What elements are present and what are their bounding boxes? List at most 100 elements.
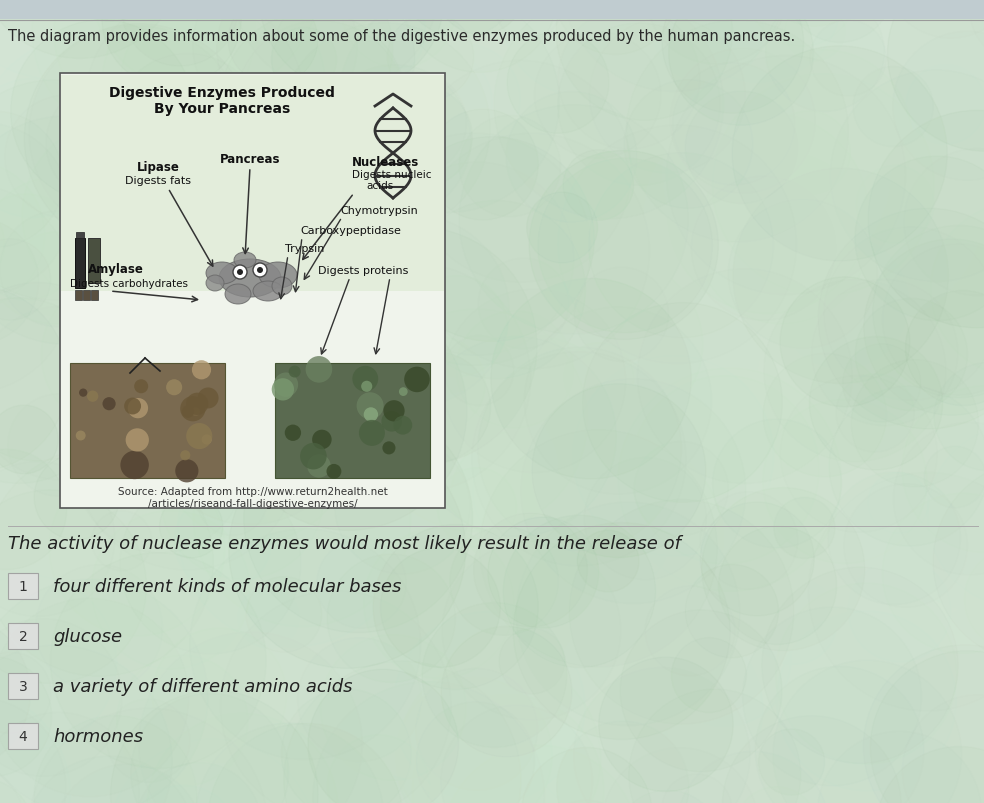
Bar	[75, 291, 82, 300]
Circle shape	[228, 0, 318, 86]
Text: Lipase: Lipase	[137, 161, 179, 173]
Circle shape	[11, 21, 194, 204]
Text: Carboxypeptidase: Carboxypeptidase	[300, 226, 400, 236]
Circle shape	[226, 237, 431, 441]
FancyBboxPatch shape	[8, 623, 38, 649]
FancyBboxPatch shape	[8, 573, 38, 599]
Circle shape	[192, 361, 212, 380]
Circle shape	[274, 373, 298, 397]
Circle shape	[732, 47, 948, 262]
Circle shape	[830, 386, 984, 546]
Circle shape	[712, 419, 841, 548]
Circle shape	[395, 391, 558, 555]
Circle shape	[397, 678, 552, 803]
Circle shape	[776, 237, 908, 369]
Bar	[76, 233, 84, 238]
Circle shape	[202, 435, 212, 445]
Circle shape	[237, 270, 243, 275]
Text: Chymotrypsin: Chymotrypsin	[340, 206, 418, 216]
Text: Digests carbohydrates: Digests carbohydrates	[70, 279, 188, 288]
Circle shape	[90, 0, 320, 96]
Circle shape	[662, 59, 891, 287]
Circle shape	[931, 203, 984, 377]
Circle shape	[0, 575, 116, 750]
FancyBboxPatch shape	[8, 673, 38, 699]
Circle shape	[776, 611, 956, 791]
Circle shape	[43, 524, 130, 609]
Circle shape	[780, 278, 910, 407]
Circle shape	[194, 410, 410, 627]
Circle shape	[229, 294, 467, 531]
Circle shape	[102, 397, 116, 411]
Circle shape	[359, 421, 385, 446]
Circle shape	[578, 531, 639, 592]
Circle shape	[763, 400, 927, 564]
Ellipse shape	[219, 259, 281, 298]
Circle shape	[257, 267, 263, 274]
Circle shape	[186, 423, 213, 450]
Circle shape	[624, 80, 753, 209]
Bar	[83, 291, 90, 300]
Text: 2: 2	[19, 630, 28, 643]
Circle shape	[517, 503, 740, 726]
Circle shape	[0, 697, 66, 803]
Circle shape	[23, 120, 215, 312]
Circle shape	[830, 71, 984, 282]
Circle shape	[685, 565, 778, 658]
Circle shape	[318, 216, 509, 407]
Ellipse shape	[206, 275, 224, 291]
Circle shape	[41, 279, 193, 431]
Text: Trypsin: Trypsin	[285, 243, 325, 254]
Circle shape	[134, 380, 149, 393]
Circle shape	[412, 695, 604, 803]
Circle shape	[671, 638, 747, 713]
Ellipse shape	[253, 282, 283, 302]
Circle shape	[888, 0, 984, 152]
Ellipse shape	[225, 284, 251, 304]
Circle shape	[645, 123, 823, 301]
Circle shape	[174, 494, 272, 590]
Bar	[0, 0, 984, 20]
Circle shape	[524, 308, 711, 495]
Ellipse shape	[206, 263, 238, 284]
Circle shape	[442, 541, 621, 720]
Circle shape	[183, 438, 256, 511]
Circle shape	[787, 0, 892, 43]
Circle shape	[79, 389, 88, 397]
Circle shape	[404, 367, 430, 393]
Circle shape	[399, 388, 407, 397]
Bar	[70, 364, 225, 479]
Circle shape	[382, 411, 402, 432]
Circle shape	[24, 756, 195, 803]
Circle shape	[450, 543, 579, 672]
Text: Nucleases: Nucleases	[352, 156, 419, 169]
Circle shape	[284, 425, 301, 442]
Circle shape	[416, 337, 616, 537]
Text: The diagram provides information about some of the digestive enzymes produced by: The diagram provides information about s…	[8, 29, 795, 44]
Circle shape	[380, 353, 491, 463]
Circle shape	[0, 646, 172, 803]
Circle shape	[810, 21, 887, 97]
Text: glucose: glucose	[53, 627, 122, 645]
Circle shape	[144, 124, 354, 335]
Circle shape	[175, 459, 199, 483]
FancyBboxPatch shape	[8, 723, 38, 749]
Bar	[60, 74, 445, 508]
Text: Source: Adapted from http://www.return2health.net
/articles/riseand-fall-digesti: Source: Adapted from http://www.return2h…	[118, 487, 388, 509]
Circle shape	[338, 0, 559, 213]
Circle shape	[905, 291, 984, 406]
Circle shape	[328, 735, 430, 803]
Circle shape	[384, 401, 404, 422]
Circle shape	[76, 431, 86, 441]
Circle shape	[815, 0, 984, 104]
Circle shape	[166, 380, 182, 396]
Circle shape	[766, 0, 885, 112]
Bar	[61, 76, 444, 291]
Ellipse shape	[272, 278, 292, 296]
Circle shape	[126, 429, 149, 452]
Circle shape	[502, 0, 660, 96]
Circle shape	[416, 702, 534, 803]
Circle shape	[542, 471, 669, 598]
Circle shape	[718, 527, 836, 645]
Circle shape	[352, 366, 378, 392]
